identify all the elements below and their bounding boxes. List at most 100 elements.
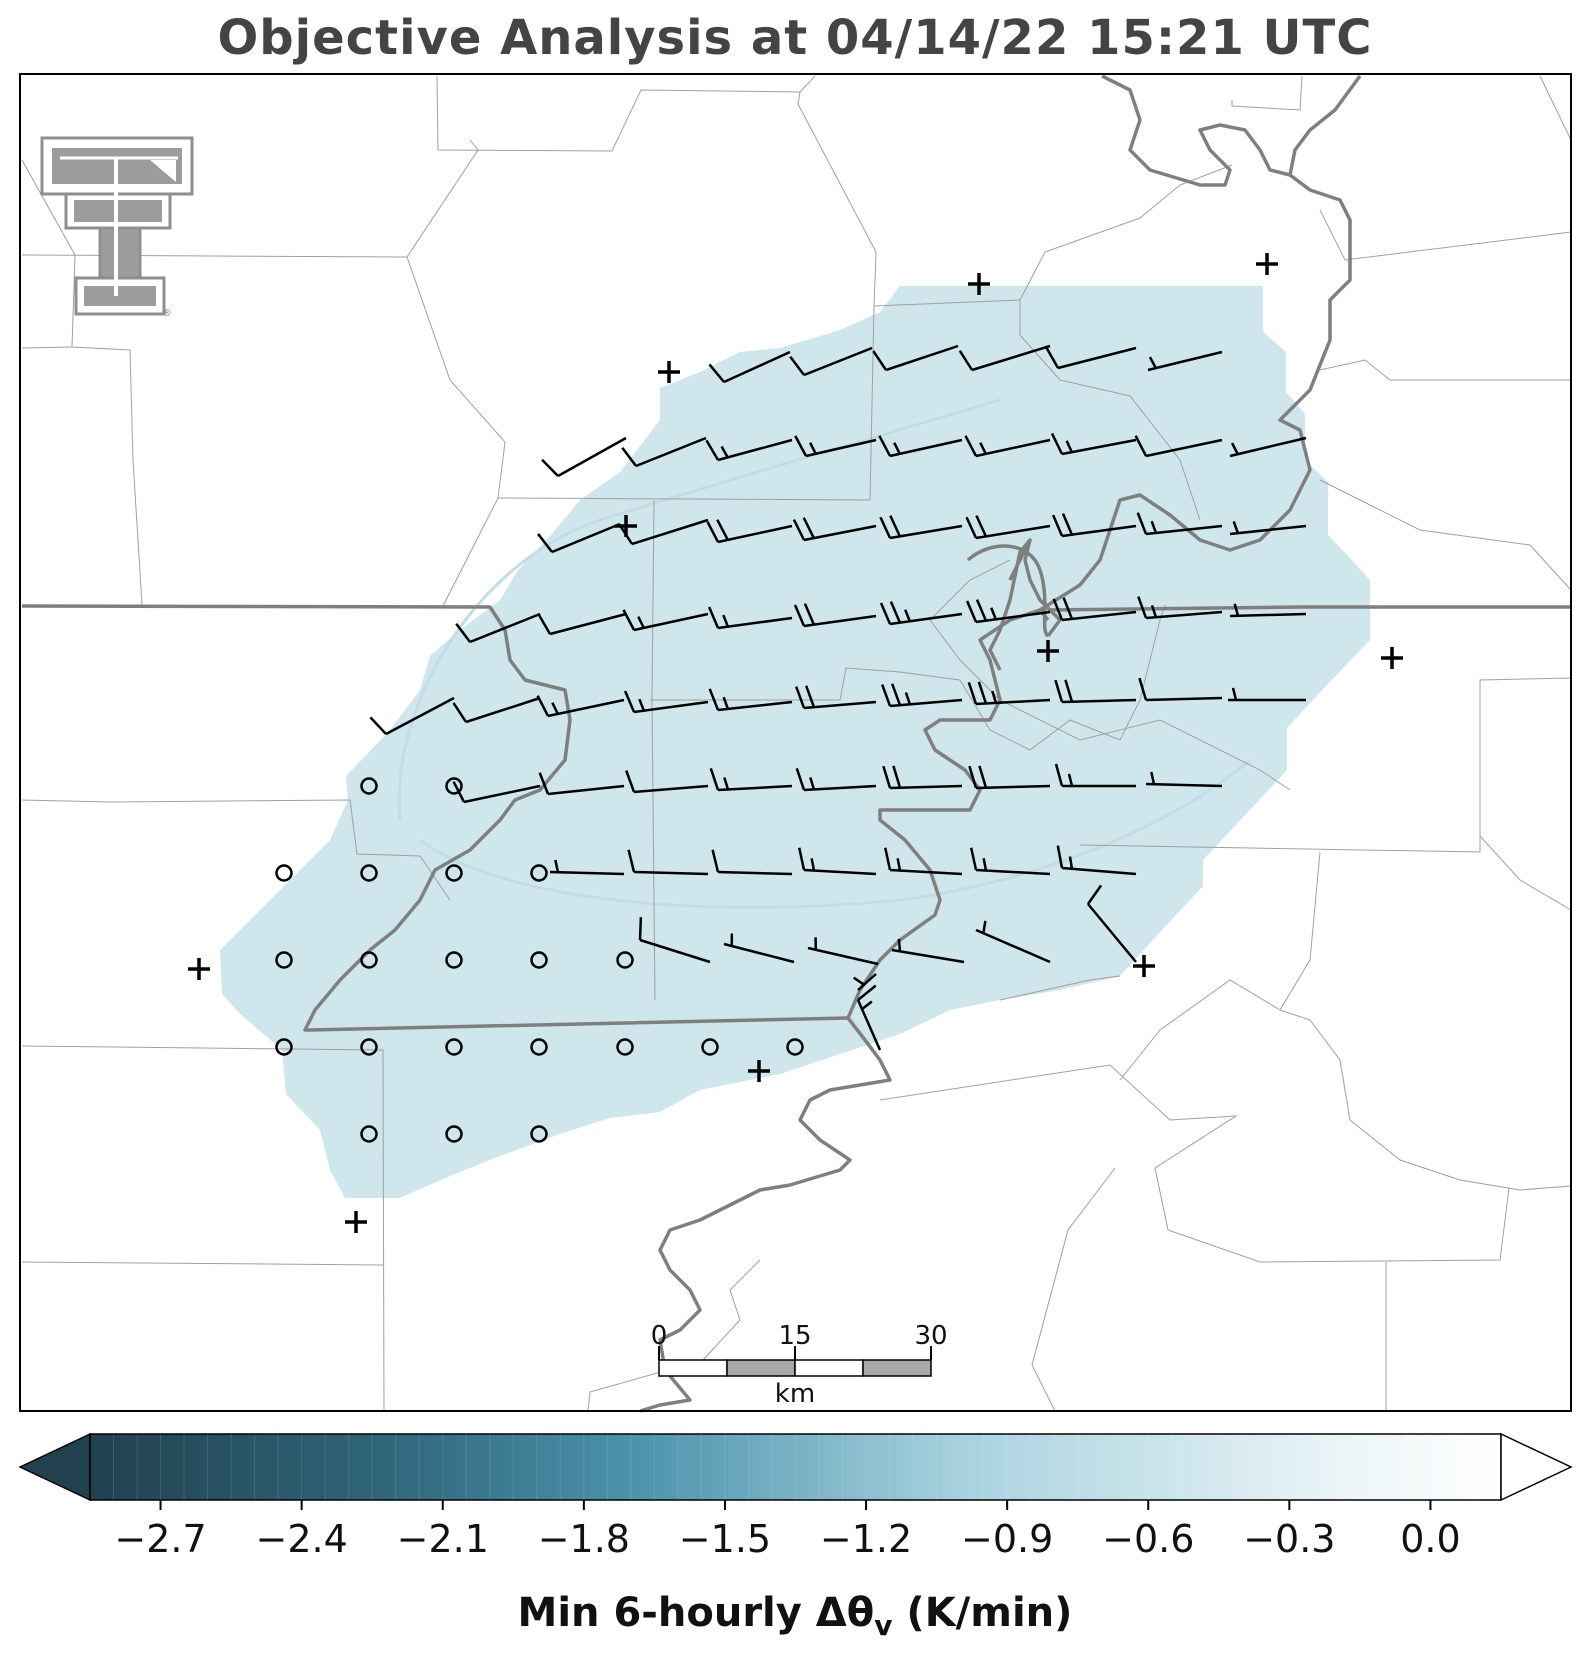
wind-barb-flag — [1062, 597, 1074, 620]
wind-barb-staff — [807, 946, 879, 966]
wind-barb-flag — [538, 772, 550, 795]
colorbar-tick-label: −2.1 — [397, 1517, 489, 1561]
wind-barb-half-flag — [809, 442, 817, 455]
colorbar-label-units: (K/min) — [906, 1590, 1073, 1636]
calm-wind-circle — [530, 951, 548, 969]
wind-barb-staff — [803, 524, 877, 542]
calm-wind-circle — [445, 864, 463, 882]
calm-wind-circle — [445, 1038, 463, 1056]
colorbar-segments — [113, 1434, 1478, 1500]
wind-barb-half-flag — [1065, 440, 1073, 453]
wind-barb-flag — [975, 599, 988, 622]
calm-wind-circle — [530, 1038, 548, 1056]
wind-barb-flag — [1056, 845, 1064, 869]
wind-barb-half-flag — [1230, 442, 1239, 455]
wind-barb-staff — [385, 696, 455, 736]
wind-barbs — [369, 344, 1307, 1051]
calm-wind-circle — [275, 864, 293, 882]
wind-barb-staff — [1229, 524, 1307, 536]
wind-barb-flag — [1086, 884, 1103, 905]
wind-barb-flag — [879, 602, 892, 625]
calm-wind-circle — [275, 951, 293, 969]
wind-barb-half-flag — [1150, 520, 1158, 534]
wind-barb-flag — [1054, 679, 1064, 703]
wind-barb-staff — [889, 612, 963, 626]
wind-barb-half-flag — [904, 692, 912, 705]
wind-barb-flag — [872, 350, 888, 371]
wind-barb-staff — [1145, 610, 1223, 620]
wind-barb-staff — [723, 942, 795, 964]
wind-barb-staff — [1147, 350, 1223, 372]
wind-barb-staff — [547, 784, 625, 796]
wind-barb-flag — [975, 515, 988, 537]
wind-barb-half-flag — [810, 858, 816, 871]
wind-barb-flag — [625, 770, 636, 793]
wind-barb-staff — [1057, 346, 1137, 370]
wind-barb-staff — [1145, 782, 1223, 788]
wind-barb-flag — [708, 688, 720, 711]
wind-barb-flag — [627, 849, 636, 873]
calm-wind-circle — [360, 1038, 378, 1056]
wind-barb-staff — [469, 612, 541, 644]
wind-barb-flag — [978, 765, 988, 789]
wind-barb-staff — [803, 614, 877, 628]
wind-barb-flag — [795, 686, 806, 709]
station-marker — [1037, 640, 1059, 662]
wind-barb-staff — [557, 436, 627, 478]
wind-barb-staff — [889, 698, 963, 708]
colorbar-tick-label: 0.0 — [1400, 1517, 1460, 1561]
calm-wind-circle — [445, 951, 463, 969]
calm-wind-circle — [360, 864, 378, 882]
calm-wind-circle — [530, 1125, 548, 1143]
colorbar-label-main: Min 6-hourly Δθ — [517, 1590, 875, 1636]
wind-barb-flag — [965, 600, 978, 623]
scale-label-15: 15 — [778, 1321, 811, 1351]
wind-barb-flag — [857, 984, 877, 1001]
calm-wind-circle — [616, 951, 634, 969]
station-marker — [1256, 253, 1278, 275]
wind-barb-staff — [975, 928, 1051, 964]
scale-label-0: 0 — [651, 1321, 668, 1351]
wind-barb-flag — [967, 681, 978, 705]
wind-barb-flag — [452, 702, 468, 723]
wind-barb-flag — [789, 356, 805, 376]
station-marker — [658, 361, 680, 383]
wind-barb-flag — [793, 604, 806, 627]
wind-barb-half-flag — [991, 690, 998, 704]
wind-barb-half-flag — [551, 702, 559, 715]
wind-barb-flag — [968, 765, 978, 789]
wind-barb-flag — [878, 435, 892, 457]
county-boundaries — [21, 75, 1572, 1412]
analysis-contour — [397, 398, 1001, 821]
wind-barb-flag — [709, 767, 720, 791]
wind-barb-flag — [1136, 512, 1148, 535]
wind-barb-flag — [621, 447, 637, 467]
wind-barb-staff — [803, 868, 877, 876]
colorbar-tick-label: −1.5 — [679, 1517, 771, 1561]
colorbar-extend-low — [18, 1432, 91, 1502]
wind-barb-staff — [717, 616, 793, 630]
colorbar-tick-label: −1.2 — [820, 1517, 912, 1561]
wind-barb-staff — [889, 524, 963, 540]
wind-barb-staff — [465, 696, 541, 724]
wind-barb-flag — [802, 517, 815, 539]
wind-barb-half-flag — [896, 858, 902, 871]
wind-barb-staff — [1061, 524, 1137, 538]
wind-barb-half-flag — [722, 696, 730, 710]
wind-barb-flag — [882, 765, 892, 789]
calm-wind-circle — [616, 1038, 634, 1056]
wind-barb-flag — [1052, 598, 1064, 621]
wind-barb-flag — [884, 847, 892, 871]
wind-barb-flag — [1064, 679, 1074, 703]
wind-barb-staff — [633, 784, 709, 794]
colorbar-label-sub: v — [874, 1609, 893, 1642]
wind-barb-flag — [1137, 596, 1148, 619]
wind-barb-flag — [964, 435, 978, 457]
logo-registered-mark: ® — [162, 308, 172, 319]
wind-barb-staff — [633, 700, 709, 714]
wind-barb-flag — [541, 458, 559, 477]
wind-barb-staff — [549, 870, 625, 876]
wind-barb-half-flag — [893, 442, 901, 455]
wind-barb-flag — [622, 609, 636, 631]
wind-barb-staff — [889, 784, 963, 790]
